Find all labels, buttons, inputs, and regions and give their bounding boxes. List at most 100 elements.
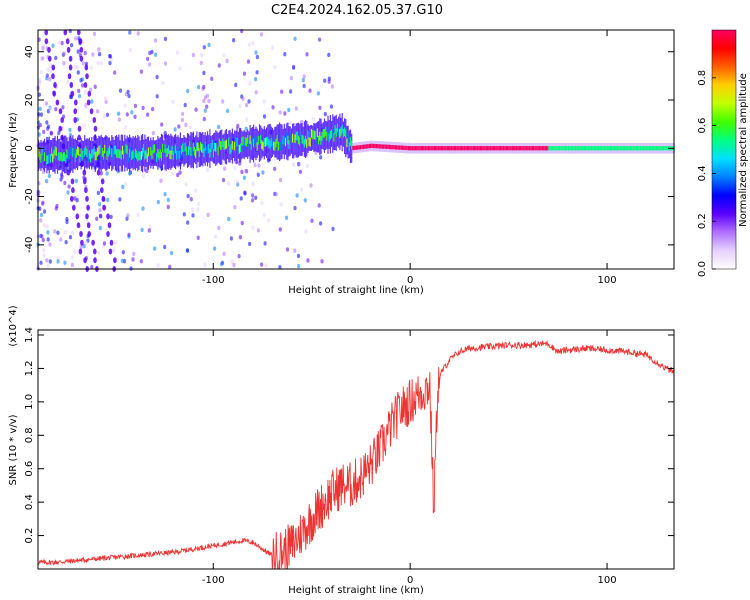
- spectrogram-cell: [57, 130, 61, 136]
- spectrogram-cell: [117, 148, 119, 158]
- spectrogram-cell: [136, 31, 140, 36]
- spectrogram-cell: [188, 125, 192, 130]
- spectrogram-cell: [46, 67, 50, 72]
- spectrogram-cell: [410, 146, 412, 151]
- spectrogram-cell: [153, 246, 157, 251]
- spectrogram-cell: [509, 146, 511, 151]
- spectrogram-cell: [85, 213, 89, 220]
- spectrogram-cell: [70, 90, 75, 97]
- spectrogram-cell: [225, 58, 229, 64]
- spectrogram-cell: [251, 137, 253, 146]
- spectrogram-cell: [245, 117, 249, 122]
- spectrogram-cell: [414, 146, 417, 151]
- spectrogram-cell: [109, 239, 114, 246]
- spectrogram-cell: [56, 152, 59, 162]
- spectrogram-cell: [104, 144, 106, 154]
- spectrogram-cell: [186, 88, 190, 94]
- spectrogram-cell: [579, 146, 581, 151]
- spectrogram-cell: [241, 96, 245, 101]
- spectrogram-cell: [435, 146, 437, 151]
- spectrogram-cell: [371, 143, 373, 148]
- spectrogram-cell: [273, 166, 277, 171]
- spectrogram-cell: [632, 146, 634, 151]
- spectrogram-cell: [98, 213, 102, 218]
- spectrogram-cell: [209, 149, 211, 158]
- spectrogram-cell: [181, 111, 185, 117]
- spectrogram-cell: [91, 239, 95, 246]
- spectrogram-cell: [76, 107, 80, 112]
- spectrogram-cell: [90, 264, 94, 270]
- snr-x-label: Height of straight line (km): [288, 585, 424, 596]
- spectrogram-cell: [322, 129, 324, 138]
- spectrogram-cell: [128, 171, 132, 176]
- spectrogram-y-tick-label: -20: [24, 188, 35, 204]
- spectrogram-cell: [151, 106, 155, 112]
- spectrogram-cell: [124, 146, 126, 155]
- spectrogram-cell: [251, 181, 255, 187]
- spectrogram-cell: [151, 150, 153, 159]
- spectrogram-cell: [229, 236, 233, 241]
- spectrogram-cell: [332, 129, 334, 138]
- spectrogram-cell: [149, 152, 151, 162]
- spectrogram-cell: [99, 144, 101, 154]
- spectrogram-cell: [63, 180, 67, 186]
- spectrogram-cell: [74, 64, 78, 70]
- spectrogram-cell: [614, 146, 616, 151]
- spectrogram-cell: [92, 31, 97, 37]
- spectrogram-cell: [528, 146, 530, 151]
- spectrogram-cell: [155, 145, 157, 154]
- spectrogram-cell: [42, 209, 47, 214]
- spectrogram-cell: [535, 146, 537, 151]
- spectrogram-cell: [139, 69, 143, 74]
- spectrogram-cell: [494, 146, 496, 151]
- spectrogram-cell: [237, 145, 239, 154]
- spectrogram-cell: [67, 184, 71, 189]
- spectrogram-cell: [289, 126, 291, 156]
- spectrogram-cell: [400, 145, 402, 150]
- spectrogram-cell: [145, 168, 149, 174]
- spectrogram-cell: [190, 147, 192, 156]
- spectrogram-cell: [264, 138, 266, 147]
- colorbar-tick-label: 0.4: [697, 165, 708, 181]
- spectrogram-cell: [330, 84, 334, 89]
- spectrogram-cell: [121, 250, 125, 255]
- spectrogram-cell: [319, 155, 323, 160]
- spectrogram-cell: [102, 241, 107, 246]
- spectrogram-x-ticks: -100 0 100: [202, 30, 617, 286]
- spectrogram-cell: [267, 137, 269, 146]
- spectrogram-cell: [118, 88, 123, 93]
- spectrogram-cell: [82, 149, 85, 159]
- spectrogram-cell: [505, 146, 507, 151]
- spectrogram-cell: [183, 102, 187, 108]
- spectrogram-cell: [457, 146, 459, 151]
- spectrogram-cell: [85, 145, 87, 155]
- spectrogram-cell: [260, 134, 262, 144]
- spectrogram-cell: [227, 181, 231, 186]
- spectrogram-cell: [553, 146, 555, 151]
- spectrogram-cell: [45, 258, 49, 263]
- spectrogram-cell: [462, 146, 464, 151]
- spectrogram-cell: [138, 151, 140, 160]
- spectrogram-cell: [45, 120, 49, 125]
- spectrogram-cell: [228, 137, 230, 147]
- spectrogram-cell: [318, 135, 320, 145]
- spectrogram-cell: [204, 141, 206, 151]
- spectrogram-x-label: Height of straight line (km): [288, 285, 424, 296]
- spectrogram-cell: [60, 117, 64, 123]
- spectrogram-cell: [40, 154, 42, 163]
- snr-y-multiplier: (x10^4): [8, 305, 19, 346]
- spectrogram-cell: [125, 112, 129, 117]
- spectrogram-cell: [42, 253, 46, 258]
- spectrogram-cell: [70, 178, 75, 185]
- spectrogram-cell: [248, 81, 252, 86]
- spectrogram-cell: [49, 130, 53, 136]
- spectrogram-cell: [262, 212, 266, 217]
- spectrogram-cell: [152, 145, 154, 154]
- spectrogram-cell: [173, 127, 177, 132]
- spectrogram-cell: [207, 42, 211, 48]
- spectrogram-cell: [146, 136, 148, 170]
- spectrogram-cell: [413, 146, 415, 151]
- spectrogram-cell: [56, 259, 60, 264]
- spectrogram-cell: [253, 138, 255, 148]
